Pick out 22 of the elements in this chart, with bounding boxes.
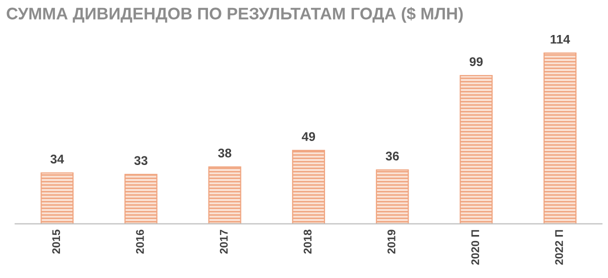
bar (124, 174, 158, 224)
x-tick-label: 2017 (220, 230, 228, 254)
data-label: 99 (470, 57, 483, 66)
x-tick-label: 2020 П (471, 230, 480, 265)
x-tick-label: 2019 (387, 230, 396, 254)
x-tick-label: 2018 (304, 230, 312, 254)
data-label: 36 (386, 152, 399, 160)
x-tick-label: 2015 (52, 230, 60, 254)
bar (292, 150, 326, 224)
x-tick-label: 2016 (136, 230, 144, 254)
bar (544, 52, 576, 224)
data-label: 33 (134, 156, 148, 165)
data-label: 49 (302, 132, 316, 142)
data-label: 38 (218, 148, 232, 158)
bar (376, 169, 409, 224)
data-label: 34 (50, 154, 64, 164)
x-tick-label: 2022 П (555, 230, 563, 265)
bar (40, 172, 74, 224)
chart-title: СУММА ДИВИДЕНДОВ ПО РЕЗУЛЬТАТАМ ГОДА ($ МЛН) (6, 6, 463, 23)
bar (460, 74, 493, 224)
bar (208, 166, 242, 224)
data-label: 114 (550, 34, 570, 44)
